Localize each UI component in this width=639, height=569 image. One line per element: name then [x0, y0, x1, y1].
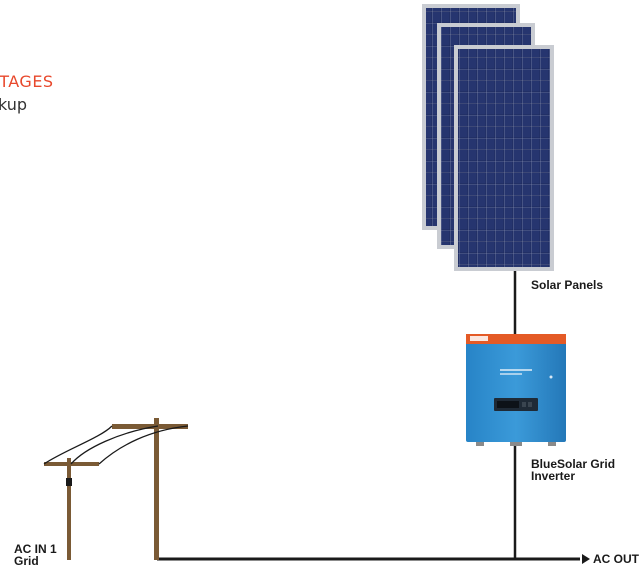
grid-inverter-icon: [466, 334, 566, 446]
section-heading-fragment: ITAGES: [0, 72, 54, 91]
section-subheading-fragment: kup: [0, 95, 28, 114]
ac-in-label: AC IN 1 Grid: [14, 542, 57, 568]
ac-out-label: AC OUT: [593, 552, 639, 566]
inverter-label: BlueSolar Grid Inverter: [531, 457, 616, 483]
wiring: [157, 270, 580, 561]
solar-panels-label: Solar Panels: [531, 278, 604, 292]
solar-panel-icon: [422, 4, 554, 271]
ac-out-arrow-icon: [582, 554, 590, 564]
utility-pole-icon: [43, 418, 189, 560]
